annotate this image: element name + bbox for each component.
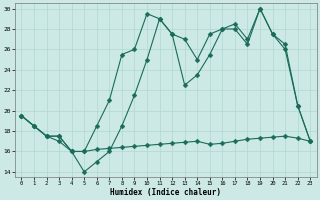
X-axis label: Humidex (Indice chaleur): Humidex (Indice chaleur) (110, 188, 221, 197)
